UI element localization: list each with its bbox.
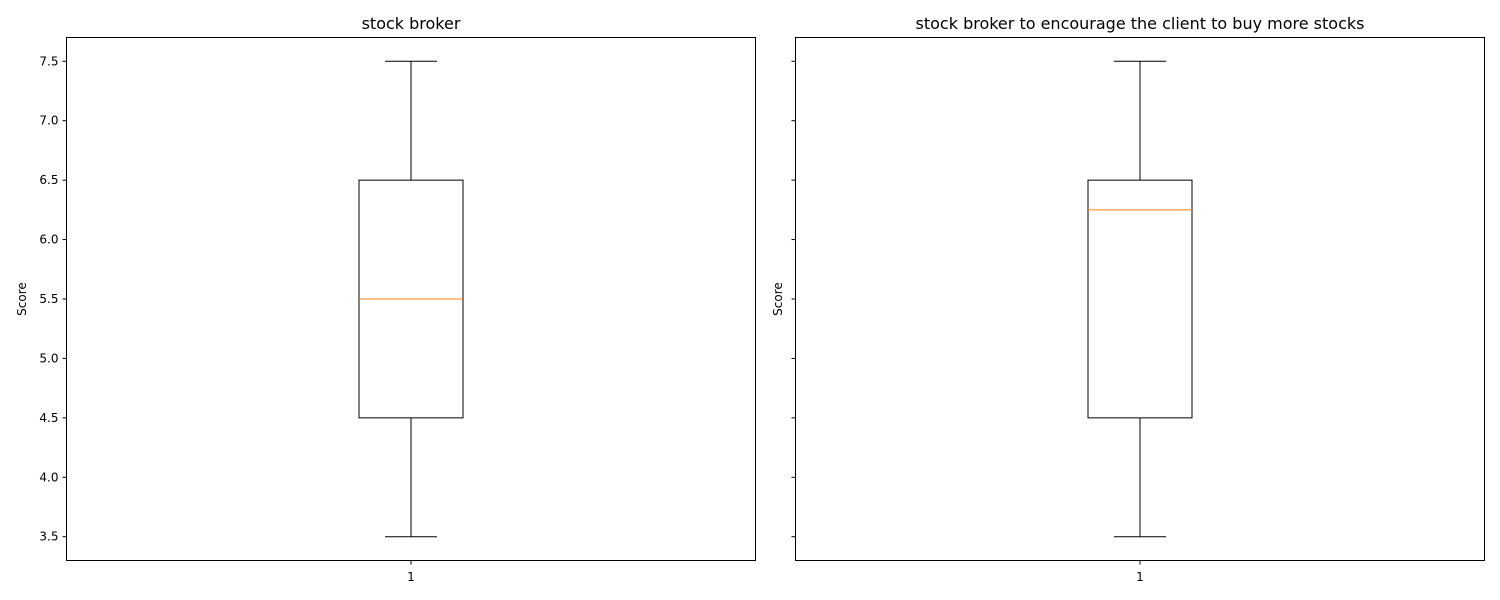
left-x-tick-label: 1: [407, 570, 415, 584]
left-y-tick-label: 4.0: [39, 470, 58, 484]
left-y-axis-label: Score: [15, 282, 29, 316]
left-subplot: stock broker Score 1 3.5 4.0 4.5 5.0 5.5 6.0 6…: [15, 14, 756, 584]
right-iqr-box: [1087, 179, 1193, 419]
left-y-tick-label: 7.0: [39, 114, 58, 128]
left-y-tick-label: 3.5: [39, 530, 58, 544]
left-y-tick-label: 6.0: [39, 233, 58, 247]
right-subplot: stock broker to encourage the client to …: [771, 14, 1485, 584]
right-y-ticks: [791, 60, 1141, 565]
left-boxes: [358, 60, 464, 538]
right-chart-title: stock broker to encourage the client to …: [916, 14, 1365, 33]
left-plot-frame: [66, 37, 756, 561]
right-plot-frame: [795, 37, 1485, 561]
right-x-tick-label: 1: [1136, 570, 1144, 584]
left-y-ticks: 3.5 4.0 4.5 5.0 5.5 6.0 6.5 7.0 7.5: [39, 54, 412, 565]
left-y-tick-label: 5.5: [39, 292, 58, 306]
right-y-axis-label: Score: [771, 282, 785, 316]
left-y-tick-label: 5.0: [39, 351, 58, 365]
left-y-tick-label: 4.5: [39, 411, 58, 425]
left-chart-title: stock broker: [362, 14, 461, 33]
left-y-tick-label: 7.5: [39, 54, 58, 68]
right-boxes: [1087, 60, 1193, 538]
left-y-tick-label: 6.5: [39, 173, 58, 187]
